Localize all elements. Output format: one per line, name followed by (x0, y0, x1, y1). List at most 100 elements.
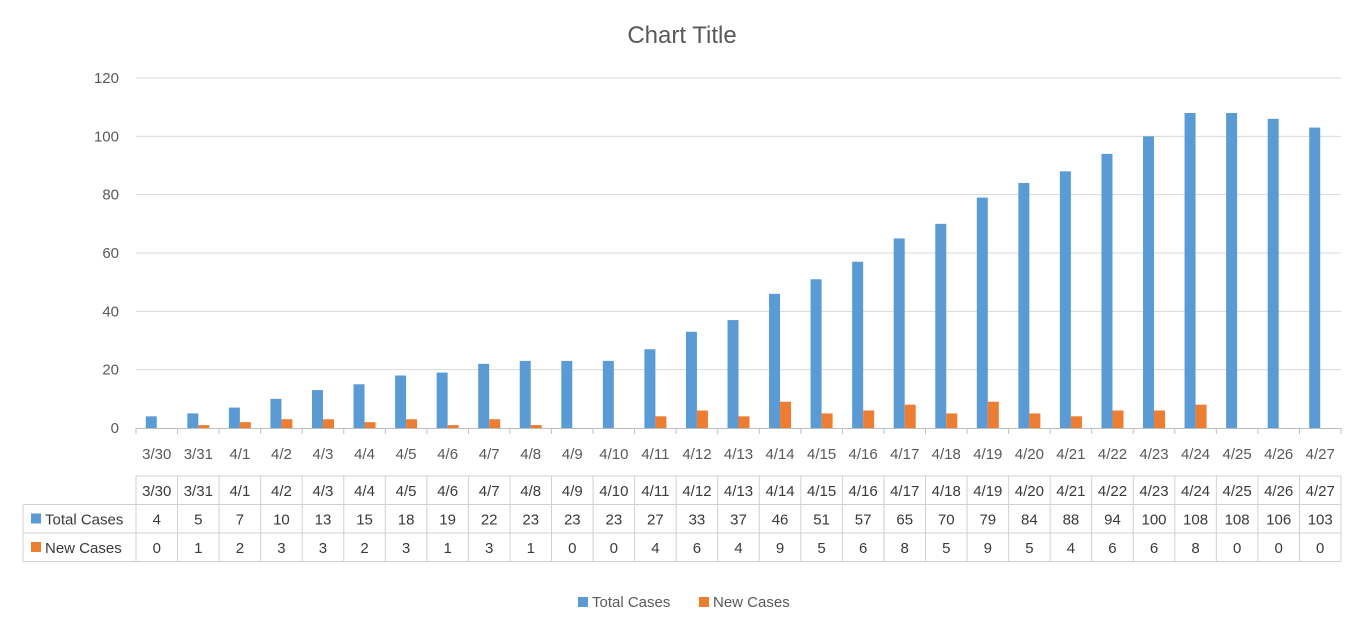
bar-total-cases (1059, 171, 1071, 428)
table-cell: 3 (485, 540, 493, 557)
table-header-cell: 4/13 (724, 483, 753, 500)
table-header-cell: 4/27 (1306, 483, 1335, 500)
table-cell: 9 (776, 540, 784, 557)
table-cell: 1 (527, 540, 535, 557)
table-cell: 5 (817, 540, 825, 557)
table-cell: 9 (984, 540, 992, 557)
bar-new-cases (447, 425, 459, 428)
table-header-cell: 4/4 (354, 483, 375, 500)
table-cell: 13 (315, 512, 332, 529)
bar-total-cases (1143, 136, 1155, 428)
bar-total-cases (436, 372, 448, 428)
bar-new-cases (780, 401, 792, 428)
bars (145, 113, 1321, 428)
bar-total-cases (1184, 113, 1196, 428)
table-header-cell: 4/23 (1139, 483, 1168, 500)
table-header-cell: 4/24 (1181, 483, 1210, 500)
table-cell: 10 (273, 512, 290, 529)
table-header-cell: 4/17 (890, 483, 919, 500)
table-header-cell: 3/30 (142, 483, 171, 500)
x-tick-label: 4/18 (932, 446, 961, 463)
table-cell: 106 (1266, 512, 1291, 529)
table-cell: 79 (979, 512, 996, 529)
x-tick-label: 4/17 (890, 446, 919, 463)
bar-total-cases (602, 360, 614, 428)
data-table: 3/30 3/31 4/1 4/2 4/3 4/4 4/5 4/6 4/7 4/8 4/9 4/10 4… (22, 475, 1342, 562)
table-cell: 4 (153, 512, 161, 529)
y-tick-label: 120 (94, 70, 119, 87)
table-header-cell: 4/22 (1098, 483, 1127, 500)
bar-new-cases (1070, 416, 1082, 428)
bar-new-cases (1112, 410, 1124, 428)
bar-new-cases (696, 410, 708, 428)
x-tick-label: 4/26 (1264, 446, 1293, 463)
table-cell: 23 (606, 512, 623, 529)
bar-total-cases (561, 360, 573, 428)
bar-total-cases (810, 279, 822, 428)
table-cell: 3 (402, 540, 410, 557)
table-cell: 23 (564, 512, 581, 529)
table-header-cell: 4/1 (229, 483, 250, 500)
x-tick-label: 3/31 (184, 446, 213, 463)
table-cell: 2 (236, 540, 244, 557)
bar-new-cases (530, 425, 542, 428)
table-cell: 0 (1275, 540, 1283, 557)
table-header-cell: 4/16 (849, 483, 878, 500)
bar-new-cases (821, 413, 833, 428)
table-series-label: Total Cases (45, 512, 123, 529)
y-tick-label: 100 (94, 128, 119, 145)
bar-new-cases (655, 416, 667, 428)
bar-new-cases (738, 416, 750, 428)
table-header-cell: 4/14 (765, 483, 794, 500)
bar-total-cases (187, 413, 199, 428)
table-cell: 4 (651, 540, 659, 557)
table-cell: 22 (481, 512, 498, 529)
legend-label: New Cases (713, 594, 790, 611)
x-tick-label: 3/30 (142, 446, 171, 463)
table-cell: 65 (896, 512, 913, 529)
bar-total-cases (1018, 183, 1030, 428)
x-tick-label: 4/7 (479, 446, 500, 463)
legend: Total Cases New Cases (578, 594, 790, 611)
x-tick-label: 4/20 (1015, 446, 1044, 463)
table-header-cell: 4/5 (396, 483, 417, 500)
bar-new-cases (239, 422, 251, 428)
x-tick-label: 4/23 (1139, 446, 1168, 463)
table-header-cell: 4/21 (1056, 483, 1085, 500)
table-cell: 0 (1233, 540, 1241, 557)
table-cell: 19 (439, 512, 456, 529)
bar-new-cases (904, 404, 916, 428)
x-tick-label: 4/15 (807, 446, 836, 463)
x-tick-label: 4/8 (520, 446, 541, 463)
table-cell: 8 (1191, 540, 1199, 557)
table-header-cell: 4/15 (807, 483, 836, 500)
table-header-cell: 4/12 (682, 483, 711, 500)
bar-total-cases (1101, 153, 1113, 428)
table-cell: 108 (1225, 512, 1250, 529)
x-tick-label: 4/11 (641, 446, 669, 463)
table-cell: 1 (443, 540, 451, 557)
bar-new-cases (1029, 413, 1041, 428)
bar-total-cases (145, 416, 157, 428)
y-tick-label: 80 (102, 187, 119, 204)
table-header-cell: 4/3 (313, 483, 334, 500)
bar-total-cases (311, 390, 323, 428)
bar-new-cases (1195, 404, 1207, 428)
table-header-cell: 4/19 (973, 483, 1002, 500)
table-cell: 6 (1108, 540, 1116, 557)
bar-new-cases (322, 419, 334, 428)
table-legend-key-new-cases (31, 542, 41, 552)
bar-total-cases (644, 349, 656, 428)
table-cell: 6 (693, 540, 701, 557)
x-tick-label: 4/3 (313, 446, 334, 463)
table-cell: 0 (153, 540, 161, 557)
bar-total-cases (727, 320, 739, 428)
table-cell: 23 (522, 512, 539, 529)
x-tick-label: 4/22 (1098, 446, 1127, 463)
table-header-cell: 4/2 (271, 483, 292, 500)
table-cell: 1 (194, 540, 202, 557)
table-cell: 46 (772, 512, 789, 529)
bar-new-cases (1154, 410, 1166, 428)
table-header-cell: 4/18 (932, 483, 961, 500)
bar-new-cases (281, 419, 293, 428)
